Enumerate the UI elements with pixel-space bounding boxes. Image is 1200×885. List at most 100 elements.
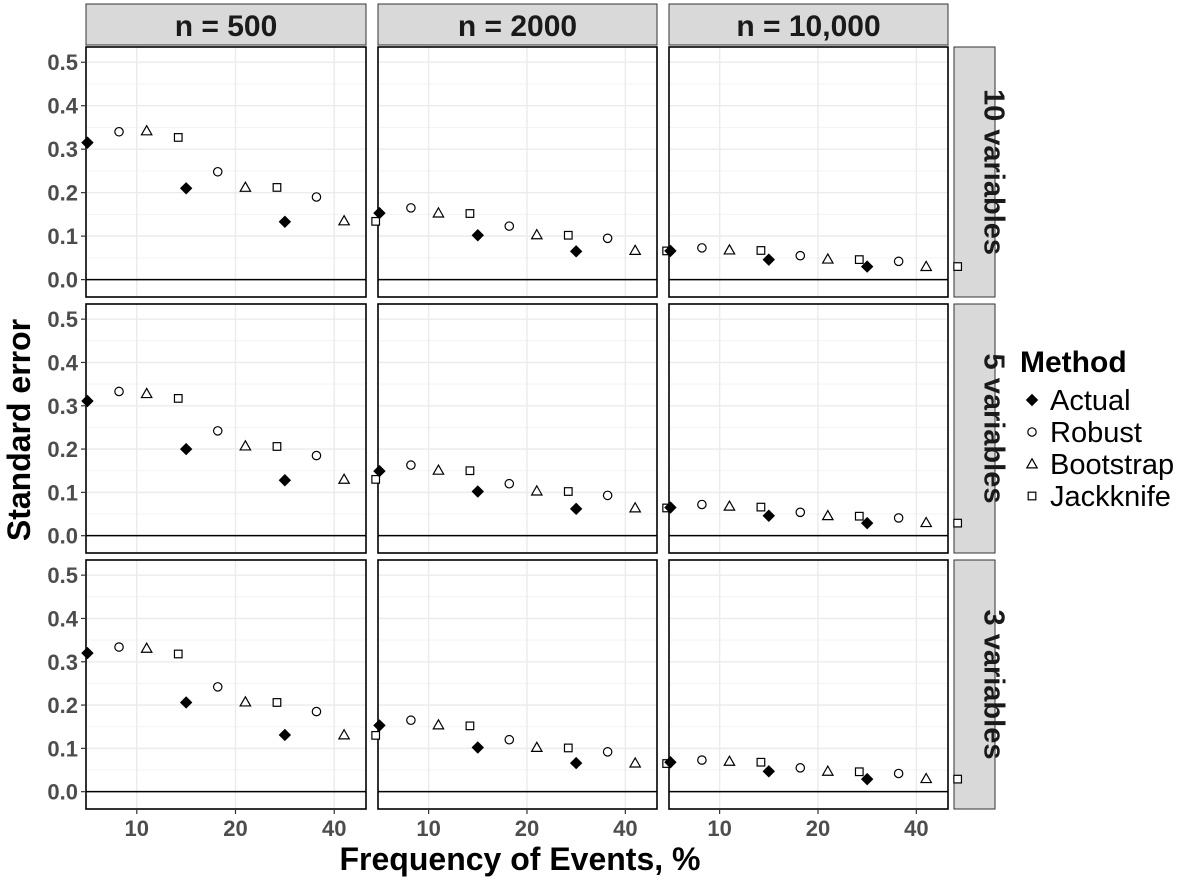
panel	[85, 46, 367, 298]
data-point-actual	[664, 244, 677, 258]
y-tick-label: 0.5	[47, 563, 78, 588]
y-tick-label: 0.1	[47, 480, 78, 505]
data-point-jackknife	[371, 474, 381, 484]
data-point-robust	[602, 747, 613, 757]
data-point-bootstrap	[337, 472, 351, 484]
panel-frame	[668, 303, 949, 554]
legend-label: Jackknife	[1050, 481, 1171, 513]
legend-title: Method	[1020, 346, 1127, 379]
column-strip	[377, 3, 658, 46]
data-point-actual	[762, 509, 776, 522]
row-strip-label: 5 variables	[978, 354, 1010, 504]
data-point-actual	[179, 696, 193, 709]
data-point-jackknife	[173, 394, 183, 403]
data-point-actual	[664, 501, 677, 514]
data-point-bootstrap	[239, 695, 252, 707]
data-point-actual	[471, 229, 485, 242]
x-tick-label: 40	[322, 816, 346, 841]
data-point-jackknife	[371, 730, 381, 740]
panel-background	[378, 47, 657, 297]
data-point-bootstrap	[628, 756, 642, 768]
data-point-robust	[212, 166, 223, 177]
column-strip-label: n = 10,000	[736, 10, 880, 43]
panel-background	[86, 304, 366, 553]
data-point-bootstrap	[723, 754, 736, 766]
data-point-jackknife	[465, 721, 475, 731]
data-point-robust	[212, 426, 223, 436]
data-point-robust	[311, 192, 322, 202]
data-point-robust	[504, 734, 515, 745]
data-point-actual	[278, 215, 292, 228]
data-point-jackknife	[563, 743, 573, 753]
panel	[85, 303, 367, 554]
data-point-actual	[278, 728, 292, 742]
data-point-actual	[179, 182, 193, 195]
data-point-actual	[179, 442, 193, 456]
panel-frame	[377, 559, 658, 810]
data-point-jackknife	[563, 230, 573, 240]
data-point-robust	[311, 450, 322, 461]
data-point-bootstrap	[432, 463, 445, 475]
row-strip-label: 3 variables	[978, 610, 1010, 760]
data-point-actual	[569, 756, 583, 770]
y-tick-label: 0.4	[47, 350, 78, 375]
panel-background	[669, 304, 948, 553]
x-tick-label: 10	[707, 816, 731, 841]
data-point-bootstrap	[239, 181, 252, 192]
data-point-jackknife	[756, 246, 766, 255]
column-strip	[668, 3, 949, 46]
data-point-bootstrap	[140, 641, 153, 653]
data-point-jackknife	[953, 774, 963, 784]
y-tick-label: 0.4	[47, 606, 78, 631]
data-point-robust	[697, 755, 707, 765]
panel-background	[378, 560, 657, 809]
data-point-robust	[893, 256, 904, 267]
data-point-jackknife	[371, 216, 381, 226]
y-tick-label: 0.5	[47, 307, 78, 332]
data-point-jackknife	[465, 209, 475, 218]
legend-label: Bootstrap	[1050, 449, 1174, 481]
data-point-actual	[762, 765, 776, 778]
data-point-actual	[860, 260, 874, 273]
y-axis-title: Standard error	[1, 319, 37, 541]
panel	[668, 559, 949, 810]
data-point-jackknife	[953, 262, 963, 271]
data-point-actual	[81, 394, 94, 408]
row-strip-label: 10 variables	[978, 89, 1010, 255]
data-point-robust	[504, 478, 515, 489]
data-point-jackknife	[465, 466, 475, 476]
data-point-jackknife	[854, 767, 864, 777]
data-point-bootstrap	[530, 484, 544, 496]
panel-frame	[85, 303, 367, 554]
data-point-robust	[212, 682, 223, 692]
data-point-actual	[81, 136, 94, 149]
data-point-actual	[664, 756, 677, 769]
legend-key-robust	[1027, 427, 1037, 437]
data-point-robust	[602, 490, 613, 501]
legend-label: Robust	[1050, 417, 1142, 449]
panel-background	[378, 304, 657, 553]
y-tick-label: 0.1	[47, 736, 78, 761]
data-point-actual	[373, 719, 386, 732]
panel	[668, 303, 949, 554]
x-tick-label: 20	[806, 816, 830, 841]
data-point-jackknife	[272, 698, 282, 707]
data-point-jackknife	[272, 183, 282, 192]
x-tick-label: 20	[223, 816, 247, 841]
x-tick-label: 40	[613, 816, 637, 841]
data-point-robust	[893, 513, 904, 523]
x-tick-label: 10	[125, 816, 149, 841]
data-point-bootstrap	[337, 728, 351, 740]
y-tick-label: 0.0	[47, 268, 78, 293]
data-point-actual	[471, 741, 485, 754]
panel	[377, 559, 658, 810]
data-point-jackknife	[953, 518, 963, 528]
data-point-bootstrap	[140, 124, 153, 136]
data-point-actual	[373, 206, 386, 220]
data-point-robust	[602, 233, 613, 244]
y-tick-label: 0.0	[47, 780, 78, 805]
panel-background	[669, 560, 948, 809]
